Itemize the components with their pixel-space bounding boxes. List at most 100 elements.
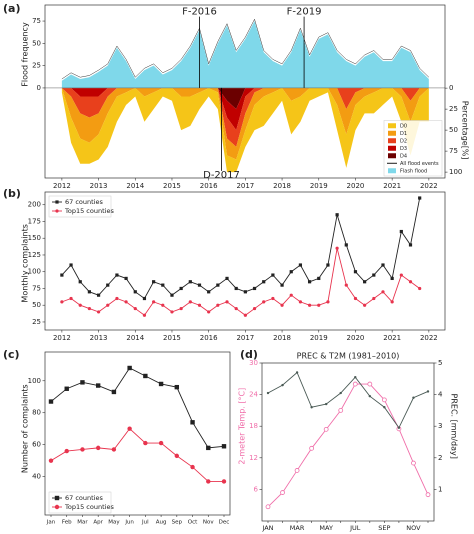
x-tick-label: Aug [156,520,167,526]
marker [399,273,403,277]
legend-label: 67 counties [65,198,103,206]
stack-area [61,88,429,173]
marker [87,290,92,294]
y-tick-label: 50 [32,301,41,309]
marker [143,373,148,379]
x-tick-label: 2013 [90,182,108,190]
y-tick-label: 24 [249,391,258,399]
y2-tick-label: 75 [449,147,458,155]
x-tick-label: 2016 [200,334,218,342]
legend-label: All flood events [400,161,439,167]
marker [115,296,119,301]
marker [158,381,164,387]
marker [69,296,73,301]
marker [326,263,330,267]
y-tick-label: 18 [249,422,258,430]
marker [298,300,303,304]
marker [179,286,183,291]
y-axis-label: Number of complaints [21,384,30,473]
marker [309,445,315,451]
marker [307,280,312,284]
x-tick-label: 2015 [163,182,181,190]
y-tick-label: 12 [249,454,258,462]
marker [221,444,227,449]
marker [95,383,101,388]
marker [161,303,165,307]
x-tick-label: Feb [62,520,72,526]
line [267,371,429,429]
y2-tick-label: 2 [438,454,442,462]
marker [170,310,174,314]
marker [133,290,137,294]
stack-area [61,88,429,147]
marker [280,490,285,495]
x-tick-label: Apr [93,520,103,526]
marker [335,213,339,217]
marker [411,460,416,466]
marker [48,458,54,463]
x-tick-label: MAY [319,524,333,532]
y2-axis-label: PREC. [mm/day] [450,394,459,459]
marker [271,273,275,277]
marker [216,283,220,287]
x-tick-label: 2021 [383,334,401,342]
stack-area [61,88,429,160]
marker [115,273,119,277]
x-tick-label: 2020 [347,334,365,342]
x-tick-label: 2017 [236,334,254,342]
marker [69,263,73,267]
marker [95,445,101,451]
x-tick-label: 2020 [347,182,365,190]
marker [190,464,195,470]
x-tick-label: NOV [406,524,421,532]
legend-swatch [388,130,396,136]
marker [339,391,342,395]
marker [111,447,117,452]
marker [323,426,329,432]
marker [426,390,430,393]
x-tick-label: Oct [188,520,198,526]
marker [106,303,110,307]
marker [174,384,180,390]
y-tick-label: 25 [32,62,41,70]
marker [64,448,69,454]
marker [252,286,257,291]
y2-tick-label: 100 [449,168,462,176]
marker [152,300,156,304]
marker [390,300,394,304]
marker [408,243,413,247]
marker [55,200,59,204]
marker [397,426,401,429]
marker [54,495,60,501]
marker [111,389,117,395]
marker [324,402,328,406]
panel-label: (d) [240,348,258,361]
marker [381,290,385,294]
legend-swatch [388,168,396,174]
marker [197,283,202,287]
marker [418,286,422,291]
marker [80,380,85,385]
x-tick-label: JAN [261,524,273,532]
y-tick-label: 175 [28,217,41,225]
y2-tick-label: 3 [438,422,442,430]
line [61,18,429,80]
marker [106,283,110,287]
marker [295,371,299,374]
y-axis-label: Flood frequency [21,22,30,87]
annotation: D-2017 [203,170,240,181]
marker [408,280,413,284]
marker [367,381,373,387]
x-tick-label: Nov [203,520,214,526]
x-tick-label: 2016 [200,182,218,190]
marker [207,290,211,294]
marker [174,453,180,459]
x-tick-label: May [108,520,120,526]
y-tick-label: 30 [249,359,258,367]
marker [234,306,238,311]
x-tick-label: 2012 [53,334,71,342]
marker [60,273,64,277]
legend-label: Flash flood [400,168,427,174]
line [50,367,225,449]
y-tick-label: 150 [28,234,41,242]
